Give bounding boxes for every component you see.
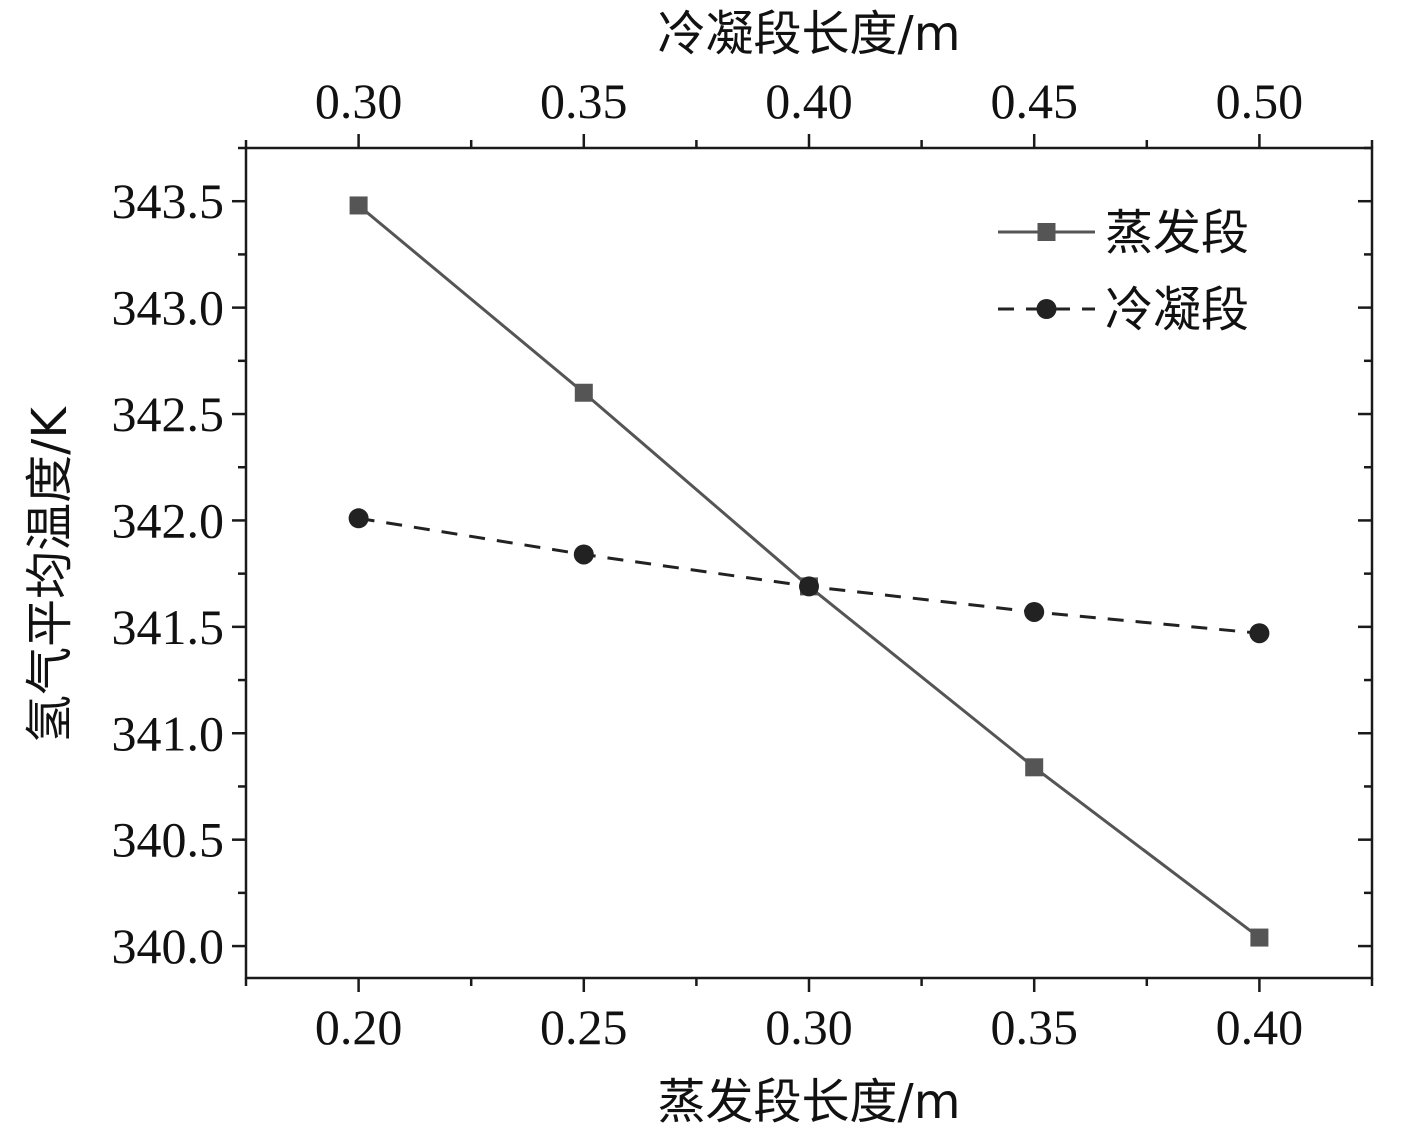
x2-tick-label: 0.50 bbox=[1216, 73, 1304, 129]
legend-marker-0 bbox=[1037, 223, 1056, 241]
series-point-0 bbox=[349, 196, 368, 215]
x2-tick-label: 0.40 bbox=[765, 73, 853, 129]
y-tick-label: 340.5 bbox=[112, 812, 225, 868]
y-tick-label: 343.5 bbox=[112, 173, 225, 229]
x-tick-label: 0.40 bbox=[1216, 999, 1304, 1055]
series-point-1 bbox=[1024, 601, 1045, 622]
ticks: 0.20 0.25 0.30 0.35 0.40 0.30 0.35 0.40 0.45 0.50… bbox=[112, 73, 1374, 1055]
y-tick-label: 343.0 bbox=[112, 280, 225, 336]
legend-marker-1 bbox=[1036, 299, 1057, 319]
x-axis-title: 蒸发段长度/m bbox=[658, 1074, 961, 1130]
y-tick-label: 341.0 bbox=[112, 705, 225, 761]
y-tick-label: 342.0 bbox=[112, 492, 225, 548]
y-axis-title: 氢气平均温度/K bbox=[22, 406, 78, 743]
legend-label-1: 冷凝段 bbox=[1105, 282, 1249, 338]
y-tick-label: 340.0 bbox=[112, 918, 225, 974]
plot-frame bbox=[244, 146, 1374, 980]
series-point-0 bbox=[1025, 758, 1044, 777]
series-point-1 bbox=[348, 508, 369, 529]
series-point-1 bbox=[799, 576, 819, 597]
series-point-1 bbox=[573, 544, 594, 565]
series-point-0 bbox=[574, 383, 593, 402]
x2-axis-title: 冷凝段长度/m bbox=[658, 6, 961, 62]
x-tick-label: 0.20 bbox=[315, 999, 403, 1055]
legend-label-0: 蒸发段 bbox=[1105, 205, 1249, 261]
x-tick-label: 0.30 bbox=[765, 999, 853, 1055]
x-tick-label: 0.35 bbox=[990, 999, 1078, 1055]
y-tick-label: 342.5 bbox=[112, 386, 225, 442]
x2-tick-label: 0.35 bbox=[540, 73, 628, 129]
series-point-0 bbox=[1250, 928, 1269, 947]
x2-tick-label: 0.30 bbox=[315, 73, 403, 129]
series-point-1 bbox=[1249, 623, 1270, 644]
series-layer bbox=[348, 196, 1270, 947]
y-tick-label: 341.5 bbox=[112, 599, 225, 655]
x2-tick-label: 0.45 bbox=[990, 73, 1078, 129]
x-tick-label: 0.25 bbox=[540, 999, 628, 1055]
series-line-1 bbox=[358, 516, 1260, 635]
